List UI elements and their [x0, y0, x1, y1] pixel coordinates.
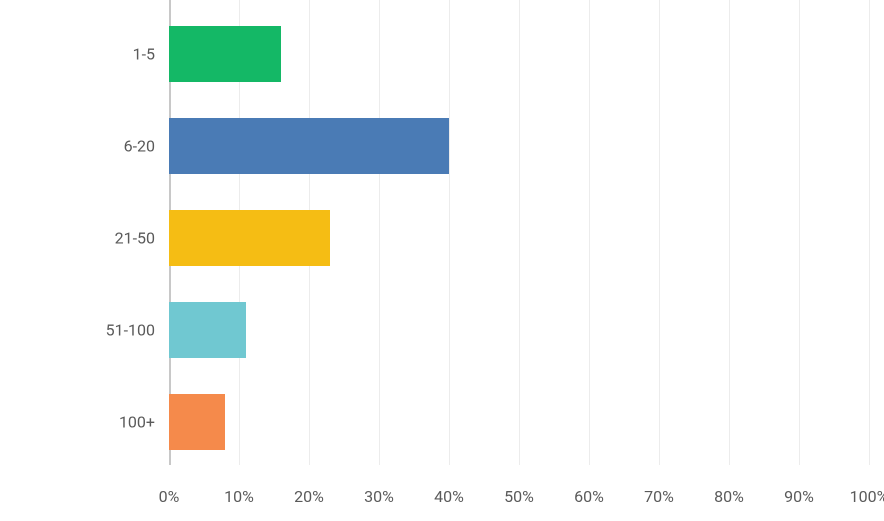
gridline [659, 0, 660, 465]
gridline [729, 0, 730, 465]
y-category-label: 51-100 [106, 321, 155, 340]
bar [169, 210, 330, 266]
x-tick-label: 60% [574, 487, 604, 506]
bar [169, 26, 281, 82]
x-tick-label: 10% [224, 487, 254, 506]
horizontal-bar-chart: 0% 10% 20% 30% 40% 50% 60% 70% 80% 90% 100% 1-5 6-20… [0, 0, 884, 521]
y-category-label: 6-20 [124, 137, 155, 156]
x-tick-label: 70% [644, 487, 674, 506]
y-category-label: 1-5 [133, 45, 155, 64]
gridline [379, 0, 380, 465]
bar [169, 394, 225, 450]
x-tick-label: 20% [294, 487, 324, 506]
x-tick-label: 40% [434, 487, 464, 506]
x-tick-label: 100% [850, 487, 884, 506]
x-tick-label: 50% [504, 487, 534, 506]
gridline [799, 0, 800, 465]
y-category-label: 21-50 [115, 229, 155, 248]
gridline [449, 0, 450, 465]
gridline [519, 0, 520, 465]
x-tick-label: 90% [784, 487, 814, 506]
x-tick-label: 80% [714, 487, 744, 506]
x-tick-label: 30% [364, 487, 394, 506]
plot-area [169, 0, 869, 465]
x-tick-label: 0% [159, 487, 180, 506]
gridline [869, 0, 870, 465]
gridline [589, 0, 590, 465]
y-category-label: 100+ [119, 413, 155, 432]
bar [169, 302, 246, 358]
bar [169, 118, 449, 174]
